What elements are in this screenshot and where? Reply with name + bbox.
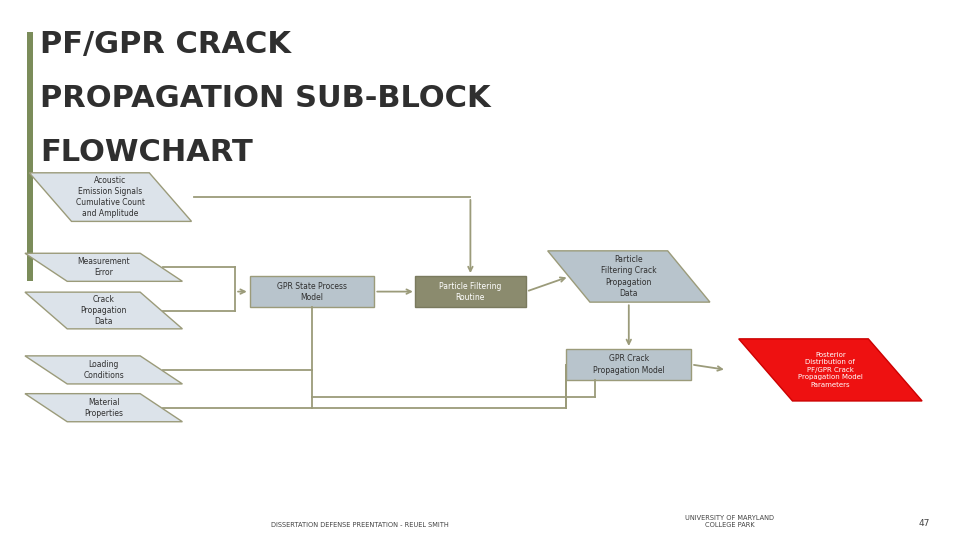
Polygon shape <box>547 251 710 302</box>
Text: Measurement
Error: Measurement Error <box>78 257 130 278</box>
Text: Acoustic
Emission Signals
Cumulative Count
and Amplitude: Acoustic Emission Signals Cumulative Cou… <box>76 176 145 218</box>
Text: GPR State Process
Model: GPR State Process Model <box>277 281 347 302</box>
Text: Particle
Filtering Crack
Propagation
Data: Particle Filtering Crack Propagation Dat… <box>601 255 657 298</box>
Polygon shape <box>30 173 191 221</box>
Text: UNIVERSITY OF MARYLAND
COLLEGE PARK: UNIVERSITY OF MARYLAND COLLEGE PARK <box>685 515 774 528</box>
Text: GPR Crack
Propagation Model: GPR Crack Propagation Model <box>593 354 664 375</box>
Bar <box>250 276 374 307</box>
Polygon shape <box>25 253 182 281</box>
Text: PROPAGATION SUB-BLOCK: PROPAGATION SUB-BLOCK <box>40 84 491 113</box>
Text: PF/GPR CRACK: PF/GPR CRACK <box>40 30 291 59</box>
Bar <box>566 349 691 380</box>
Text: 47: 47 <box>919 519 930 528</box>
Text: Crack
Propagation
Data: Crack Propagation Data <box>81 295 127 326</box>
Polygon shape <box>25 394 182 422</box>
Text: Particle Filtering
Routine: Particle Filtering Routine <box>440 281 501 302</box>
Bar <box>27 32 33 281</box>
Polygon shape <box>25 292 182 329</box>
Polygon shape <box>738 339 922 401</box>
Text: DISSERTATION DEFENSE PREENTATION - REUEL SMITH: DISSERTATION DEFENSE PREENTATION - REUEL… <box>271 522 449 528</box>
Text: Posterior
Distribution of
PF/GPR Crack
Propagation Model
Parameters: Posterior Distribution of PF/GPR Crack P… <box>798 352 863 388</box>
Polygon shape <box>25 356 182 384</box>
Bar <box>415 276 526 307</box>
Text: FLOWCHART: FLOWCHART <box>40 138 253 167</box>
Text: Material
Properties: Material Properties <box>84 397 123 418</box>
Text: Loading
Conditions: Loading Conditions <box>84 360 124 380</box>
